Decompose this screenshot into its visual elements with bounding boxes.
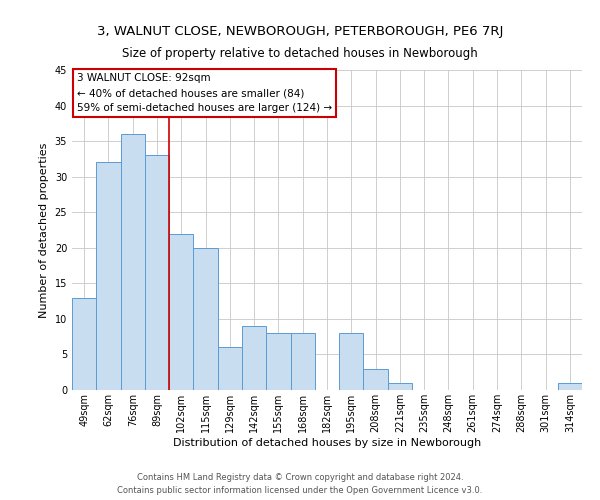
Text: Contains HM Land Registry data © Crown copyright and database right 2024.
Contai: Contains HM Land Registry data © Crown c… (118, 474, 482, 495)
Text: 3 WALNUT CLOSE: 92sqm
← 40% of detached houses are smaller (84)
59% of semi-deta: 3 WALNUT CLOSE: 92sqm ← 40% of detached … (77, 73, 332, 113)
Text: Size of property relative to detached houses in Newborough: Size of property relative to detached ho… (122, 48, 478, 60)
Bar (72, 298, 96, 390)
Bar (364, 368, 388, 390)
Bar (242, 326, 266, 390)
Bar (121, 134, 145, 390)
Bar (388, 383, 412, 390)
Bar (558, 383, 582, 390)
Bar (290, 333, 315, 390)
Y-axis label: Number of detached properties: Number of detached properties (39, 142, 49, 318)
Bar (193, 248, 218, 390)
Bar (169, 234, 193, 390)
Bar (218, 348, 242, 390)
X-axis label: Distribution of detached houses by size in Newborough: Distribution of detached houses by size … (173, 438, 481, 448)
Bar (145, 156, 169, 390)
Bar (339, 333, 364, 390)
Bar (266, 333, 290, 390)
Bar (96, 162, 121, 390)
Text: 3, WALNUT CLOSE, NEWBOROUGH, PETERBOROUGH, PE6 7RJ: 3, WALNUT CLOSE, NEWBOROUGH, PETERBOROUG… (97, 25, 503, 38)
